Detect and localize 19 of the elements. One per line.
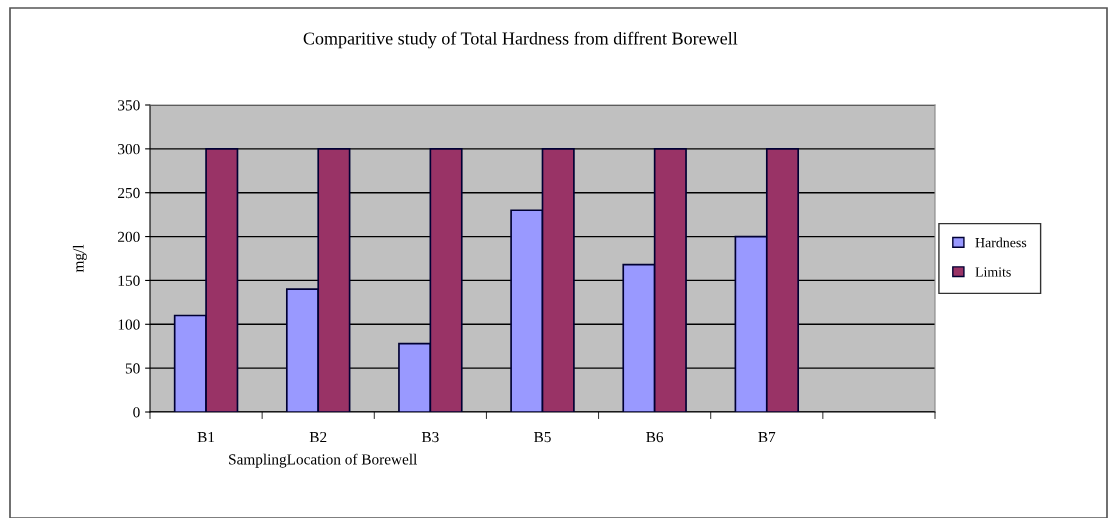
y-tick-label: 250 (118, 187, 140, 199)
y-tick-label: 150 (118, 275, 140, 286)
x-tick-label: B6 (646, 431, 664, 443)
x-tick-label: B2 (309, 431, 327, 443)
x-tick-label: B3 (421, 431, 439, 443)
x-tick-label: B1 (197, 431, 215, 443)
x-axis-title: SamplingLocation of Borewell (229, 453, 418, 468)
chart-title: Comparitive study of Total Hardness from diffrent Borewell (303, 31, 738, 49)
y-tick-label: 200 (118, 231, 140, 243)
x-tick-label: B5 (534, 432, 551, 443)
y-tick-label: 350 (118, 100, 140, 111)
x-tick-label: B7 (758, 432, 776, 443)
legend-label: Limits (975, 267, 1011, 277)
y-tick-label: 100 (118, 319, 140, 330)
y-axis-title: mg/l (72, 244, 87, 273)
y-tick-label: 50 (125, 363, 140, 374)
y-tick-label: 0 (133, 407, 140, 418)
y-tick-label: 300 (118, 144, 140, 155)
legend-label: Hardness (975, 237, 1027, 248)
